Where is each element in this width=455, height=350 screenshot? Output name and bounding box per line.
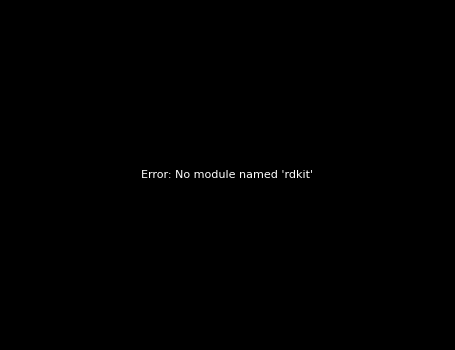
Text: Error: No module named 'rdkit': Error: No module named 'rdkit' [141,170,313,180]
